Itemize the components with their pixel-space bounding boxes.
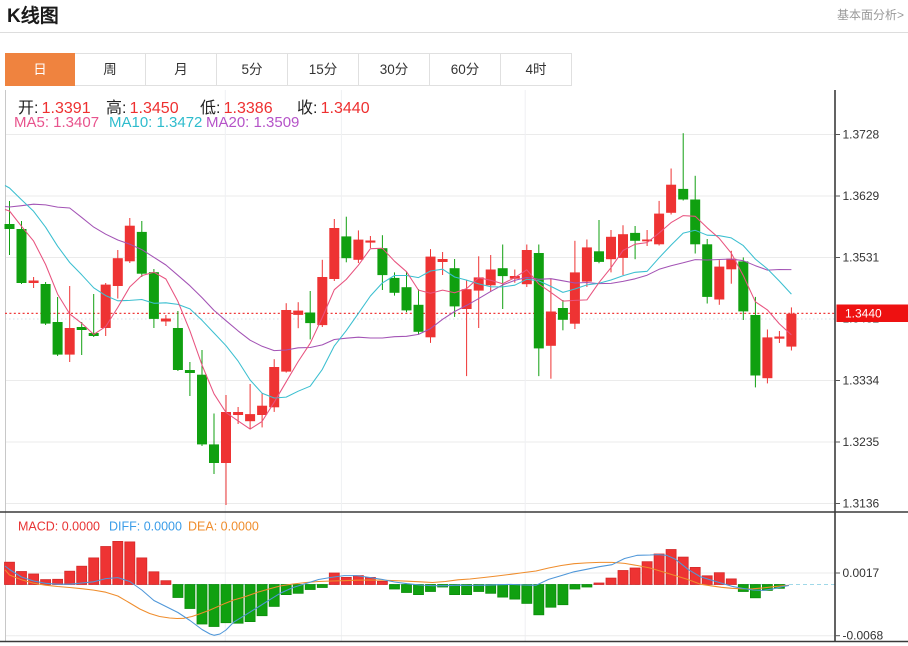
svg-text:1.3235: 1.3235 (843, 435, 880, 449)
svg-text:1.3728: 1.3728 (843, 128, 880, 142)
svg-text:1.3531: 1.3531 (843, 251, 880, 265)
svg-text:1.3136: 1.3136 (843, 497, 880, 511)
svg-text:0.0017: 0.0017 (843, 566, 880, 580)
svg-text:1.3629: 1.3629 (843, 189, 880, 203)
svg-text:-0.0068: -0.0068 (843, 629, 884, 643)
svg-text:MACD: 0.0000: MACD: 0.0000 (18, 520, 100, 534)
svg-text:1.3334: 1.3334 (843, 374, 880, 388)
svg-text:1.3440: 1.3440 (845, 307, 882, 321)
svg-text:DIFF: 0.0000: DIFF: 0.0000 (109, 520, 182, 534)
svg-text:DEA: 0.0000: DEA: 0.0000 (188, 520, 259, 534)
